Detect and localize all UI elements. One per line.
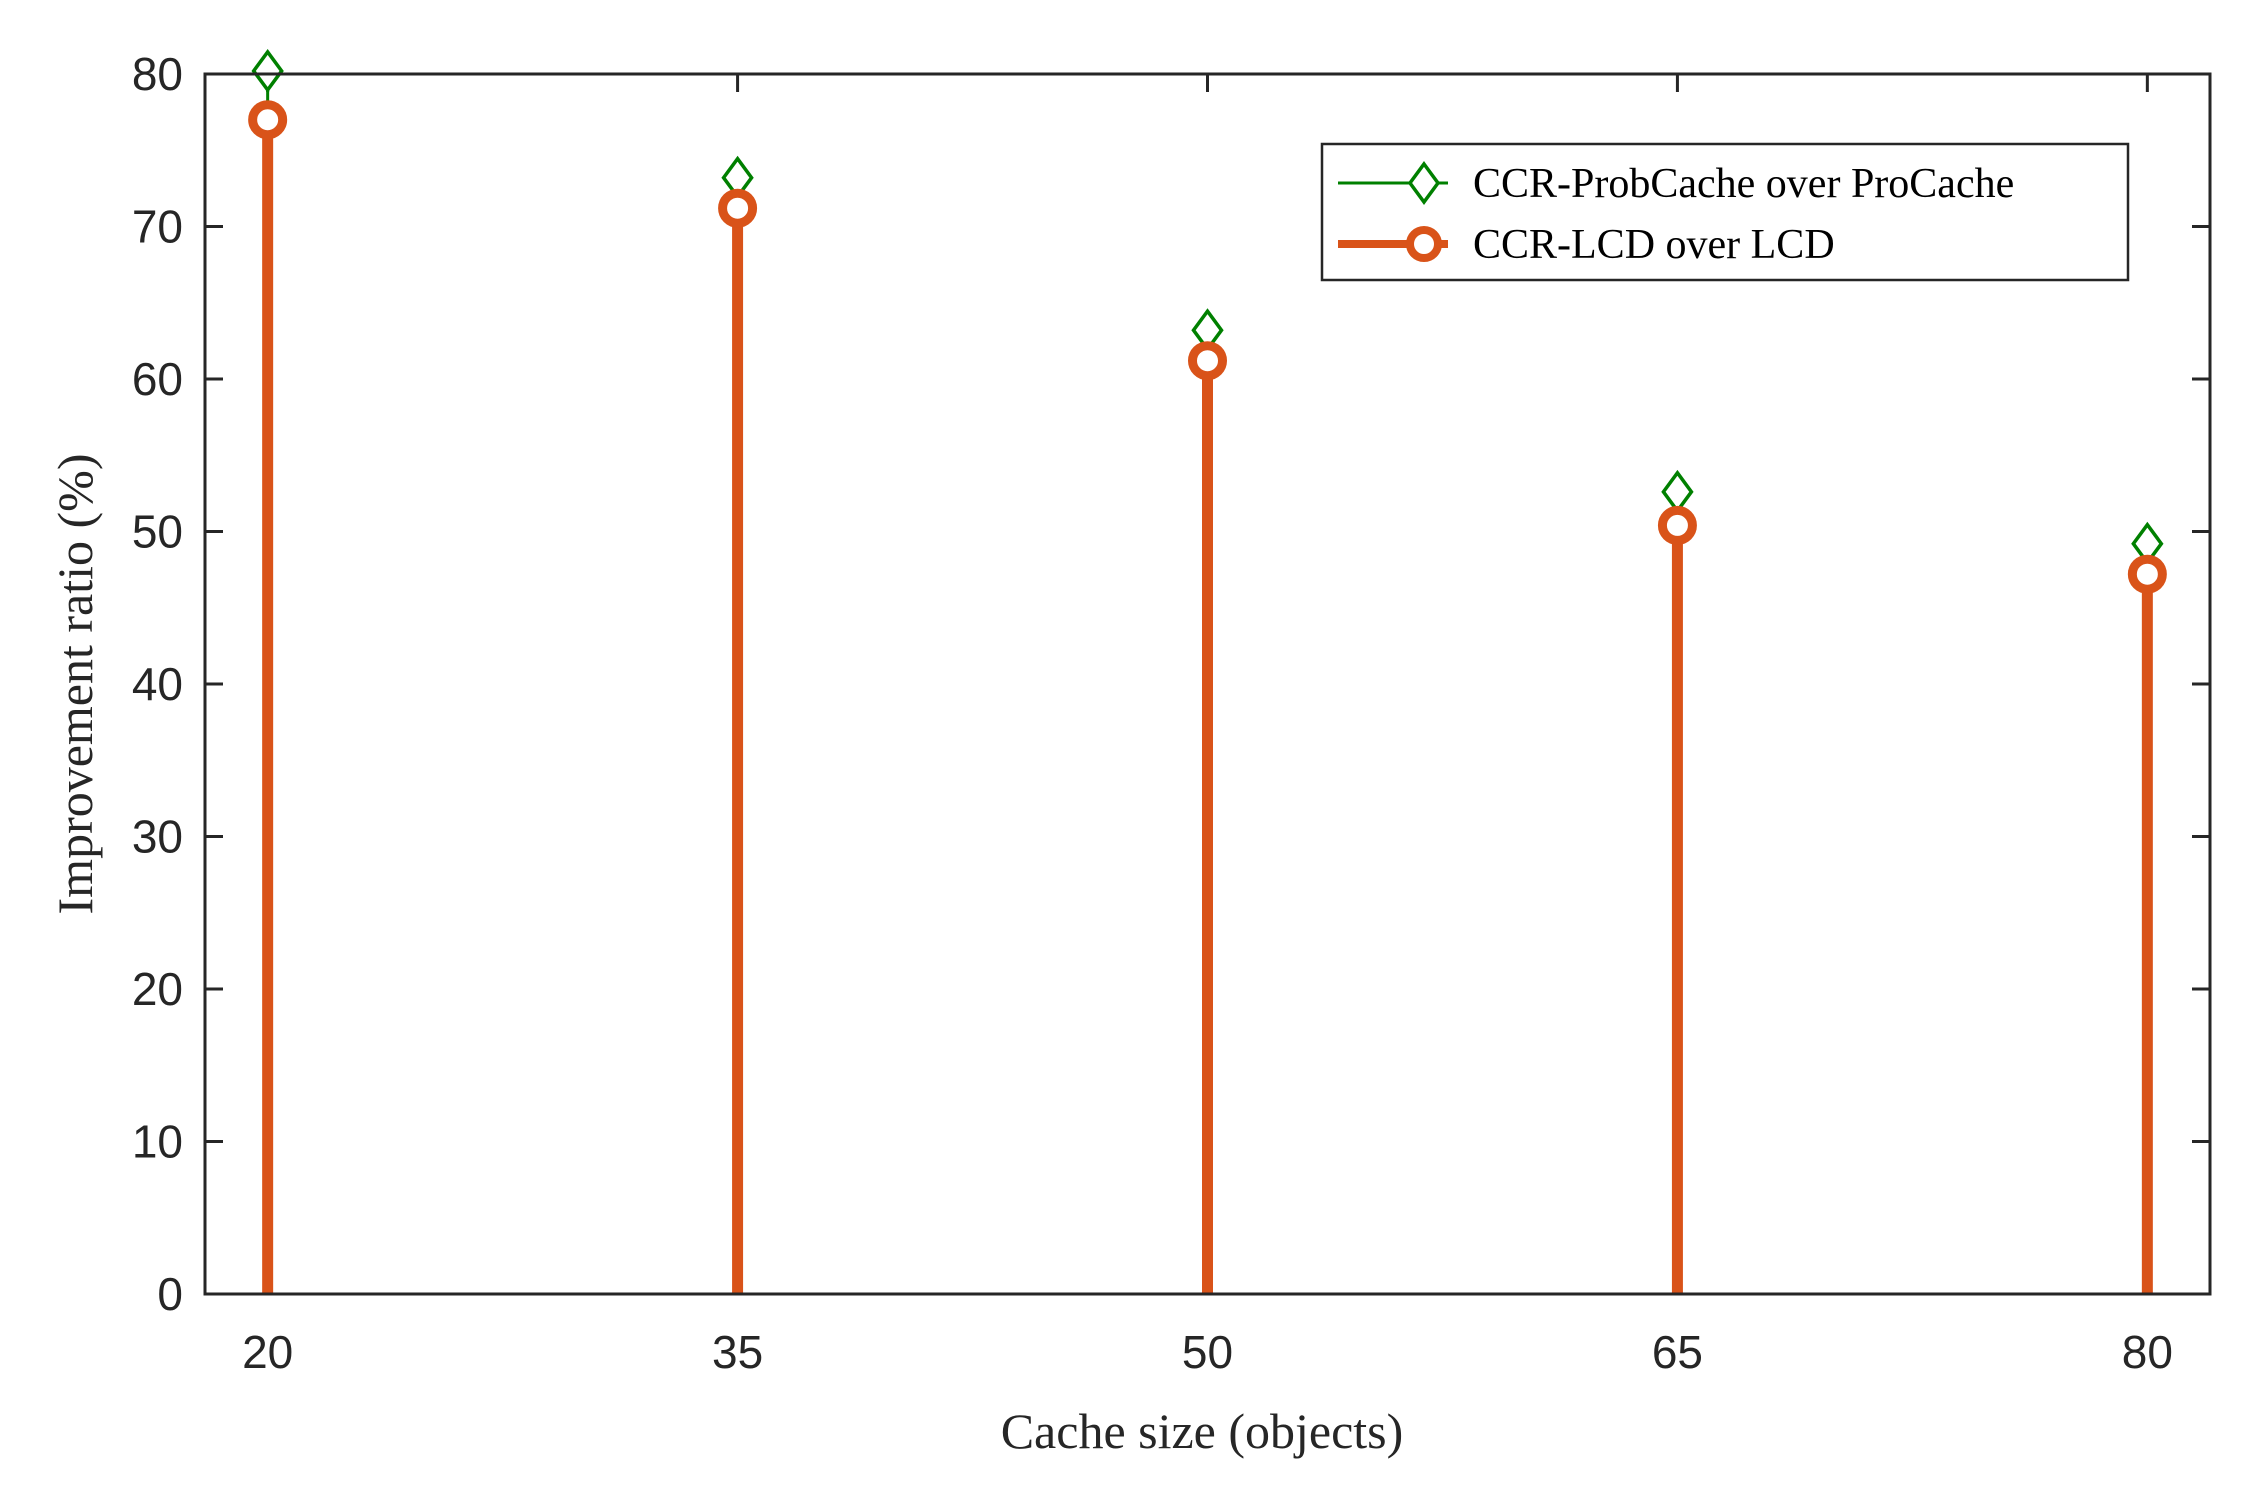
y-tick-label: 40 [132,658,183,710]
y-tick-label: 60 [132,353,183,405]
x-tick-label: 35 [712,1326,763,1378]
y-tick-label: 10 [132,1116,183,1168]
y-tick-label: 30 [132,811,183,863]
marker-ccr-lcd [1188,341,1227,381]
marker-ccr-lcd [2127,554,2167,594]
stems [248,48,2167,1294]
y-tick-label: 80 [132,48,183,100]
legend: CCR-ProbCache over ProCache CCR-LCD over… [1320,142,2130,282]
marker-ccr-lcd [248,100,288,140]
marker-ccr-probcache [251,48,284,93]
tick-labels: 20 35 50 65 80 0 10 20 30 40 50 60 70 80 [132,48,2173,1378]
y-tick-label: 20 [132,963,183,1015]
marker-ccr-probcache [1661,469,1694,514]
axes-frame [203,72,2212,1296]
x-tick-label: 65 [1652,1326,1703,1378]
y-tick-label: 70 [132,201,183,253]
x-tick-label: 20 [242,1326,293,1378]
legend-diamond-marker [1407,161,1441,205]
marker-ccr-lcd [1657,505,1697,545]
y-axis-title: Improvement ratio (%) [47,454,103,915]
y-tick-label: 0 [157,1268,183,1320]
legend-circle-marker [1406,226,1442,262]
x-tick-label: 50 [1182,1326,1233,1378]
legend-label-ccr-probcache: CCR-ProbCache over ProCache [1473,161,2014,207]
legend-label-ccr-lcd: CCR-LCD over LCD [1473,222,1835,268]
x-tick-label: 80 [2122,1326,2173,1378]
legend-box [1320,142,2130,282]
marker-ccr-lcd [718,188,758,228]
x-axis-title: Cache size (objects) [1001,1403,1404,1459]
y-tick-label: 50 [132,506,183,558]
